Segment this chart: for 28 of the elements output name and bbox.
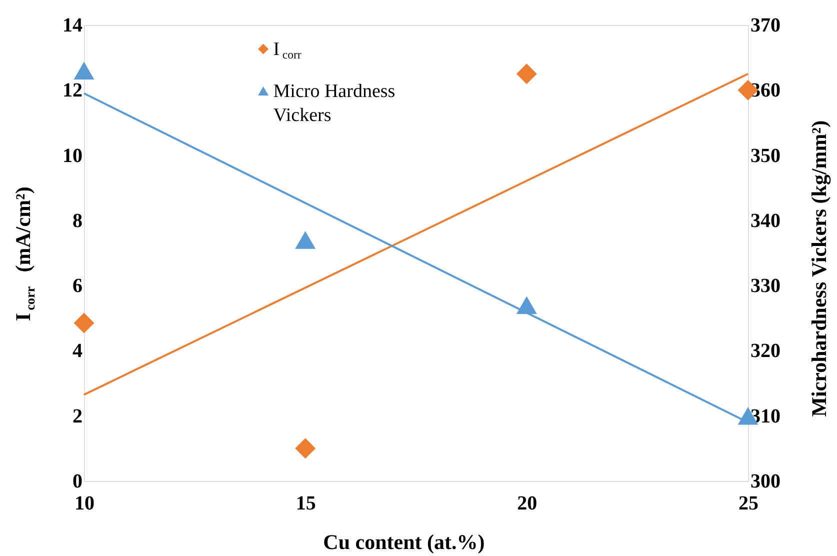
point	[74, 312, 94, 334]
y-tick-label: 8	[72, 210, 82, 232]
x-tick-label: 15	[296, 492, 316, 514]
y-tick-label: 2	[72, 405, 82, 428]
y-tick-label: 4	[72, 340, 82, 362]
point	[295, 438, 316, 459]
y-tick-label: 10	[62, 144, 82, 167]
x-tick-label: 20	[517, 492, 538, 514]
y-axis-title: Icorr (mA/cm²)	[11, 186, 38, 322]
y-tick-label: 6	[72, 275, 82, 298]
y2-tick-label: 310	[750, 405, 780, 428]
y-tick-label: 14	[62, 14, 82, 36]
y2-tick-label: 300	[750, 470, 780, 492]
x-tick-label: 25	[738, 492, 758, 514]
y2-axis-title: Microhardness Vickers (kg/mm²)	[807, 120, 831, 417]
point	[516, 64, 537, 84]
point	[516, 296, 537, 314]
point	[74, 62, 94, 80]
y-tick-label: 0	[72, 470, 82, 492]
y2-tick-label: 320	[750, 340, 780, 362]
x-axis-title: Cu content (at.%)	[323, 530, 485, 554]
legend-label: Micro Hardness Vickers	[273, 81, 396, 126]
y-tick-label: 12	[62, 80, 82, 102]
y2-tick-label: 330	[750, 275, 780, 298]
y2-tick-label: 370	[750, 14, 780, 36]
point	[295, 231, 316, 249]
y2-tick-label: 340	[750, 210, 780, 232]
y2-tick-label: 350	[750, 144, 780, 167]
